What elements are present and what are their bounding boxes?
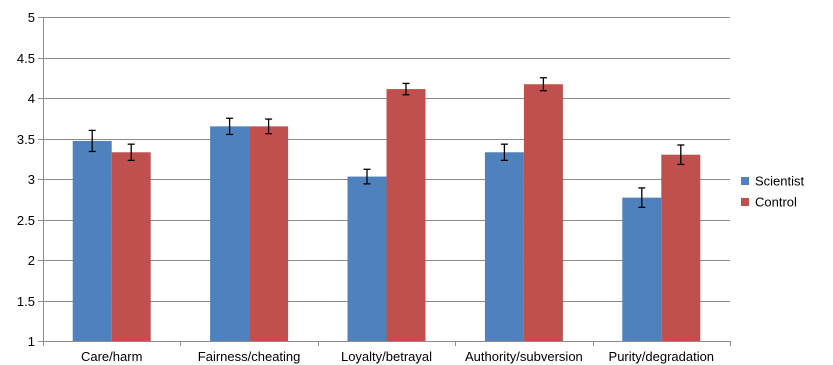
axes: [38, 17, 731, 346]
y-tick-label: 3: [28, 172, 35, 187]
bar-control: [111, 152, 151, 341]
y-tick-label: 1: [28, 334, 35, 349]
x-category-label: Authority/subversion: [465, 349, 583, 364]
y-tick-label: 4.5: [17, 51, 35, 66]
error-bars: [88, 77, 685, 209]
axis-labels: 1 1.5 2 2.5 3 3.5 4 4.5 5 Care/harm Fairness/cheat…: [17, 10, 714, 364]
y-tick-label: 4: [28, 91, 35, 106]
legend-label-scientist: Scientist: [755, 174, 805, 189]
bars: [72, 84, 701, 341]
x-category-label: Fairness/cheating: [198, 349, 301, 364]
bar-control: [249, 126, 289, 341]
x-category-label: Purity/degradation: [609, 349, 715, 364]
bar-control: [661, 154, 701, 341]
legend: Scientist Control: [741, 174, 805, 210]
bar-scientist: [72, 140, 112, 341]
y-tick-label: 3.5: [17, 132, 35, 147]
bar-scientist: [347, 176, 387, 341]
y-tick-label: 2: [28, 253, 35, 268]
legend-swatch-control: [741, 198, 749, 206]
bar-scientist: [622, 197, 662, 341]
bar-scientist: [210, 126, 250, 341]
y-tick-label: 2.5: [17, 213, 35, 228]
legend-label-control: Control: [755, 195, 797, 210]
bar-control: [523, 84, 563, 341]
x-category-label: Loyalty/betrayal: [341, 349, 432, 364]
bar-control: [386, 89, 426, 341]
x-category-label: Care/harm: [81, 349, 142, 364]
y-tick-label: 5: [28, 10, 35, 25]
y-tick-label: 1.5: [17, 294, 35, 309]
legend-swatch-scientist: [741, 177, 749, 185]
bar-scientist: [484, 152, 524, 341]
